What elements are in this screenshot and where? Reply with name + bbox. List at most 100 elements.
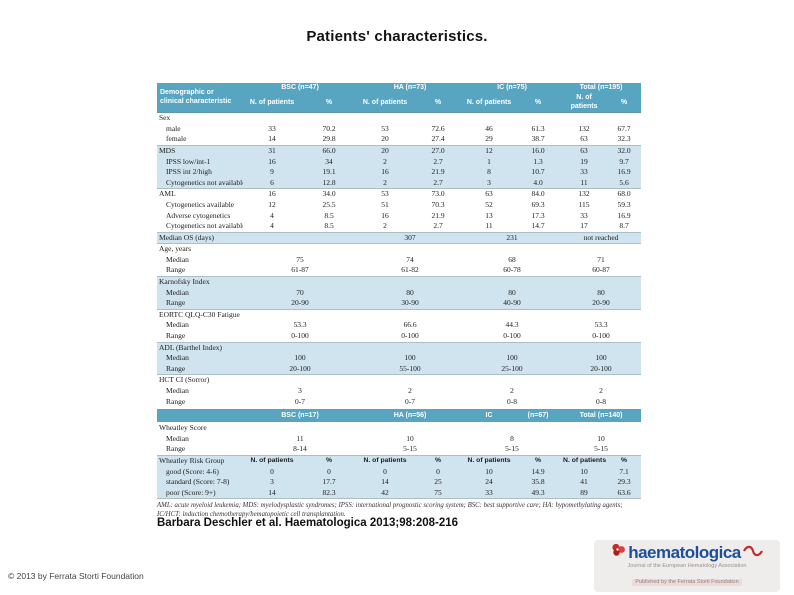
- haematologica-logo: haematologica Journal of the European He…: [594, 540, 780, 593]
- cell: [243, 276, 301, 288]
- cell: [561, 422, 608, 434]
- table-row: Wheatley Score: [157, 422, 642, 434]
- cell: [243, 231, 358, 244]
- cell: 3: [298, 386, 302, 396]
- row-label: Cytogenetics not available: [166, 221, 243, 231]
- cell: 19.1: [301, 167, 358, 178]
- cell: 8.5: [324, 210, 334, 220]
- cell: [357, 276, 414, 288]
- cell: [463, 341, 516, 354]
- page-title: Patients' characteristics.: [306, 28, 488, 45]
- group-header-bsc: BSC (n=47): [243, 83, 358, 94]
- cell: [607, 308, 642, 321]
- cell: [301, 422, 358, 434]
- cell: 9: [243, 167, 301, 178]
- cell: 38.7: [531, 134, 545, 144]
- table-row: Karnofsky Index: [157, 276, 642, 288]
- row-label: standard (Score: 7-8): [157, 477, 243, 488]
- cell: 33: [463, 487, 516, 500]
- cell: 20-90: [561, 298, 642, 310]
- cell: 63: [580, 134, 588, 144]
- cell: 14: [268, 134, 276, 144]
- cell: 5-15: [594, 444, 608, 454]
- cell: 14: [357, 477, 414, 488]
- cell: 307: [357, 231, 464, 244]
- cell: 4: [270, 210, 274, 220]
- cell: 2: [357, 156, 414, 168]
- cell: 29.3: [607, 477, 642, 488]
- row-label: Range: [166, 396, 186, 406]
- cell: [463, 276, 516, 288]
- cell: 16: [243, 188, 301, 200]
- cell: 0: [301, 466, 358, 478]
- row-label: Median: [166, 433, 189, 443]
- cell: 70.2: [322, 123, 336, 133]
- row-label: [157, 407, 243, 424]
- cell: [413, 374, 464, 387]
- cell: [515, 243, 562, 255]
- row-label: Median: [157, 353, 243, 364]
- row-label: Wheatley Risk Group: [157, 454, 243, 467]
- cell: [413, 341, 464, 354]
- cell: 8.5: [324, 221, 334, 231]
- row-label: Cytogenetics not available: [157, 177, 243, 189]
- cell: 2: [408, 386, 412, 396]
- row-label: Range: [166, 444, 186, 454]
- cell: 61.3: [531, 123, 545, 133]
- cell: 63: [561, 144, 608, 157]
- cell: N. of patients: [243, 454, 301, 467]
- cell: 0-100: [401, 331, 419, 341]
- cell: 13: [485, 210, 493, 220]
- cell: [357, 341, 414, 354]
- cell: 71: [597, 254, 605, 264]
- cell: [413, 112, 464, 124]
- cell: 49.3: [515, 487, 562, 500]
- cell: 12: [268, 199, 276, 209]
- subheader-n: N. of patients: [243, 93, 301, 113]
- cell: 67.7: [617, 123, 631, 133]
- cell: 231: [463, 231, 562, 244]
- cell: [561, 308, 608, 321]
- cell: 52: [485, 199, 493, 209]
- cell: 16: [357, 167, 414, 178]
- cell: [515, 308, 562, 321]
- cell: 33: [268, 123, 276, 133]
- table-footnote: AML: acute myeloid leukemia; MDS: myelod…: [157, 502, 623, 518]
- row-label: HCT CI (Sorror): [157, 374, 243, 387]
- cell: 11: [561, 177, 608, 189]
- cell: [357, 422, 414, 434]
- cell: 25-100: [463, 363, 562, 375]
- table-row: AML 16 34.0 53 73.0 63 84.0 132 68.0: [157, 188, 642, 200]
- row-label: Karnofsky Index: [157, 276, 243, 288]
- ribbon-icon: [742, 544, 763, 562]
- cell: [243, 243, 301, 255]
- cell: 1: [463, 156, 516, 168]
- cell: [301, 374, 358, 387]
- cell: 7.1: [607, 466, 642, 478]
- cell: 0-100: [503, 331, 521, 341]
- cell: 3: [243, 477, 301, 488]
- cell: 5.6: [607, 177, 642, 189]
- cell: 25.5: [322, 199, 336, 209]
- cell: [243, 341, 301, 354]
- cell: N. of patients: [463, 454, 516, 467]
- row-label: Age, years: [157, 243, 243, 255]
- cell: %: [413, 454, 464, 467]
- row-label: MDS: [157, 144, 243, 157]
- cell: 16: [381, 210, 389, 220]
- table-row: Range 0-100 0-100 0-100 0-100: [157, 331, 641, 342]
- cell: [607, 276, 642, 288]
- cell: [301, 243, 358, 255]
- cell: 2: [357, 177, 414, 189]
- cell: Total (n=140): [561, 407, 642, 424]
- cell: 24: [463, 477, 516, 488]
- table-row: EORTC QLQ-C30 Fatigue: [157, 308, 642, 321]
- cell: %: [301, 454, 358, 467]
- cell: 10: [561, 466, 608, 478]
- cell: 34.0: [301, 188, 358, 200]
- cell: 16: [243, 156, 301, 168]
- table-row: poor (Score: 9+) 14 82.3 42 75 33 49.3 89 63.6: [157, 487, 642, 500]
- row-label: Adverse cytogenetics: [166, 210, 231, 220]
- row-label: Median OS (days): [157, 231, 243, 244]
- cell: [357, 308, 414, 321]
